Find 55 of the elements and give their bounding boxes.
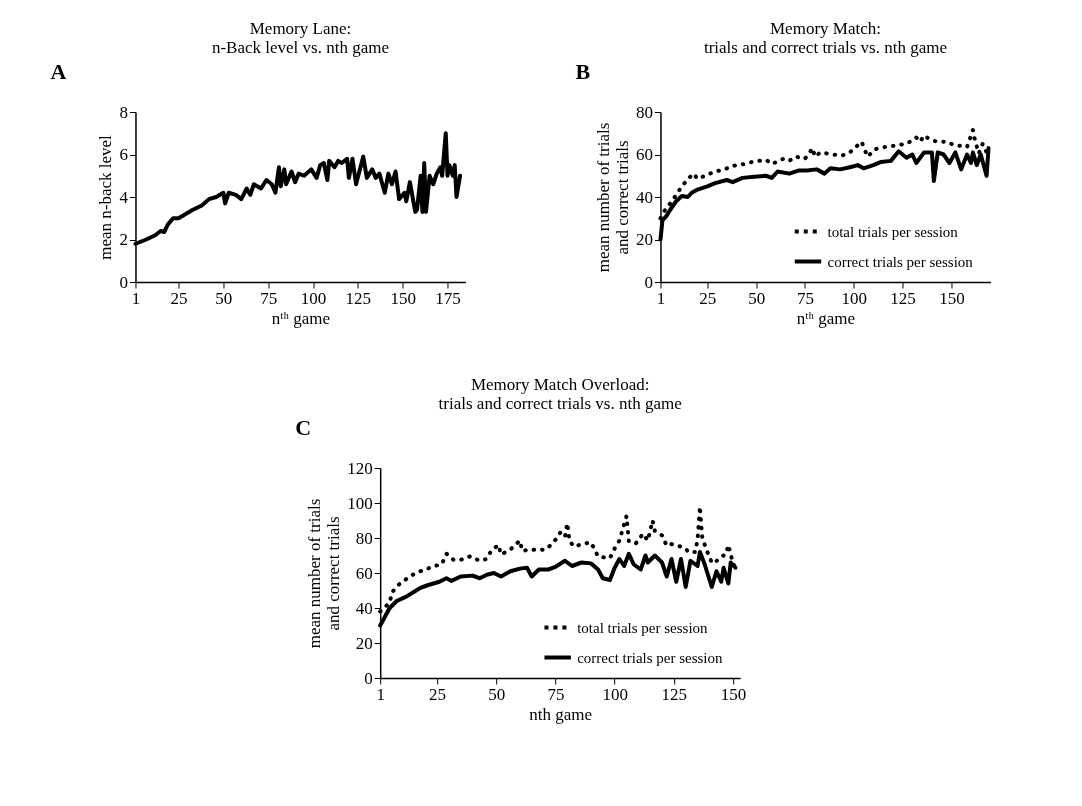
legend-label: correct trials per session: [827, 253, 974, 270]
chart-title: Memory Lane: n-Back level vs. nth game: [211, 19, 389, 57]
x-tick-label: 125: [661, 684, 688, 704]
x-tick-label: 175: [435, 288, 461, 308]
x-tick-label: 50: [488, 684, 506, 704]
y-tick-label: 6: [119, 145, 128, 164]
chart-title: Memory Match: trials and correct trials vs. nth game: [703, 19, 948, 57]
chart-title: Memory Match Overload: trials and correct trials vs. nth game: [438, 375, 682, 413]
legend-label: correct trials per session: [577, 649, 724, 666]
x-tick-label: 25: [429, 684, 447, 704]
y-tick-label: 40: [635, 187, 653, 207]
x-axis-title: nᵗʰ game: [271, 308, 331, 328]
x-tick-label: 25: [170, 288, 188, 308]
y-tick-label: 80: [355, 528, 373, 548]
y-tick-label: 8: [119, 102, 128, 122]
y-axis-title: mean n-back level: [96, 134, 116, 260]
y-tick-label: 0: [119, 272, 128, 292]
x-tick-label: 75: [796, 288, 814, 308]
y-tick-label: 20: [635, 230, 653, 249]
text: A: [50, 59, 67, 84]
y-tick-label: 2: [119, 230, 128, 249]
y-tick-label: 80: [635, 102, 653, 122]
x-tick-label: 100: [300, 288, 327, 308]
x-tick-label: 100: [602, 684, 628, 704]
x-tick-label: 25: [699, 288, 717, 308]
x-tick-label: 1: [376, 684, 385, 704]
y-tick-label: 120: [347, 458, 373, 478]
x-tick-label: 75: [547, 684, 565, 704]
x-tick-label: 75: [260, 288, 278, 308]
text: C: [295, 415, 312, 440]
x-axis-title: nᵗʰ game: [796, 308, 856, 328]
x-tick-label: 1: [656, 288, 666, 308]
legend-label: total trials per session: [827, 223, 959, 240]
x-tick-label: 125: [345, 288, 372, 308]
x-tick-label: 50: [748, 288, 766, 308]
x-tick-label: 50: [215, 288, 233, 308]
legend-label: total trials per session: [577, 619, 709, 636]
x-tick-label: 150: [939, 288, 965, 308]
y-tick-label: 60: [355, 563, 373, 583]
x-tick-label: 150: [390, 288, 416, 308]
y-tick-label: 40: [355, 598, 373, 618]
y-axis-title: mean number of trials and correct trials: [593, 122, 632, 273]
y-axis-title: mean number of trials and correct trials: [305, 498, 344, 649]
x-tick-label: 150: [720, 684, 747, 704]
x-tick-label: 100: [841, 288, 868, 308]
x-tick-label: 1: [131, 288, 141, 308]
y-tick-label: 4: [119, 187, 129, 207]
y-tick-label: 0: [364, 668, 373, 688]
y-tick-label: 0: [644, 272, 653, 292]
text: B: [575, 59, 591, 84]
x-axis-title: nth game: [529, 704, 593, 724]
y-tick-label: 60: [635, 145, 653, 164]
y-tick-label: 100: [347, 493, 373, 513]
y-tick-label: 20: [355, 633, 373, 653]
x-tick-label: 125: [890, 288, 916, 308]
